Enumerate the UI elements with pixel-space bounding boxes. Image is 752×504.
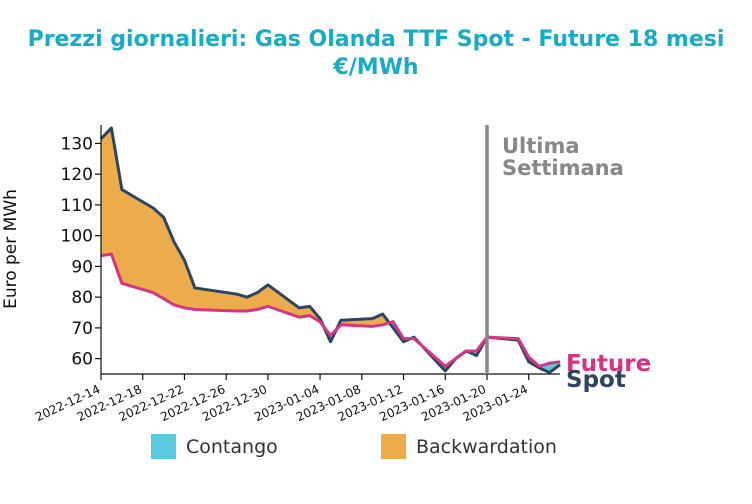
y-tick-label: 90 (71, 257, 93, 277)
backwardation-area (100, 127, 112, 256)
annotation-label: Ultima (502, 134, 580, 158)
chart-subtitle: €/MWh (332, 55, 418, 80)
legend-label-backwardation: Backwardation (416, 436, 557, 458)
y-tick-label: 130 (61, 134, 93, 154)
legend-swatch-contango (151, 434, 176, 459)
y-tick-label: 70 (71, 319, 93, 339)
legend: Contango Backwardation (151, 434, 557, 459)
annotation-label: Settimana (502, 156, 624, 180)
y-tick-label: 60 (71, 350, 93, 370)
y-axis-title: Euro per MWh (1, 189, 21, 309)
y-tick-label: 120 (61, 165, 93, 185)
series-label-spot: Spot (566, 367, 626, 393)
y-tick-label: 110 (61, 196, 93, 216)
chart-title: Prezzi giornalieri: Gas Olanda TTF Spot … (28, 27, 725, 52)
series-label-future: Future (566, 351, 651, 377)
backwardation-area (152, 207, 164, 300)
y-tick-label: 100 (61, 227, 93, 247)
legend-label-contango: Contango (186, 436, 278, 458)
legend-swatch-backwardation (381, 434, 406, 459)
y-tick-label: 80 (71, 288, 93, 308)
